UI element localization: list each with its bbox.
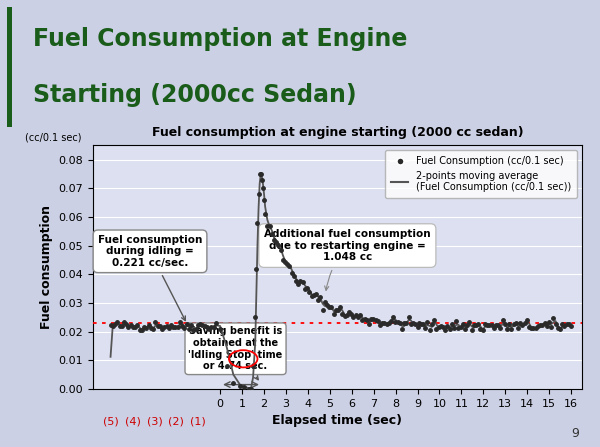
Text: (1): (1) (190, 417, 206, 426)
FancyBboxPatch shape (7, 7, 12, 127)
Text: (3): (3) (146, 417, 162, 426)
Text: (4): (4) (125, 417, 140, 426)
Text: Saving benefit is
obtained at the
'Idling Stop' time
or 4.74 sec.: Saving benefit is obtained at the 'Idlin… (188, 326, 283, 380)
Text: Fuel Consumption at Engine: Fuel Consumption at Engine (33, 27, 407, 51)
X-axis label: Elapsed time (sec): Elapsed time (sec) (272, 414, 403, 427)
Text: 9: 9 (571, 427, 579, 440)
Text: (5): (5) (103, 417, 118, 426)
Text: Starting (2000cc Sedan): Starting (2000cc Sedan) (33, 83, 356, 107)
Text: (2): (2) (169, 417, 184, 426)
Text: Additional fuel consumption
due to restarting engine =
1.048 cc: Additional fuel consumption due to resta… (264, 229, 431, 291)
Text: Fuel consumption
during idling =
0.221 cc/sec.: Fuel consumption during idling = 0.221 c… (98, 235, 202, 320)
Y-axis label: Fuel consumption: Fuel consumption (40, 205, 53, 329)
Text: (cc/0.1 sec): (cc/0.1 sec) (25, 133, 81, 143)
Title: Fuel consumption at engine starting (2000 cc sedan): Fuel consumption at engine starting (200… (152, 126, 523, 139)
Legend: Fuel Consumption (cc/0.1 sec), 2-points moving average
(Fuel Consumption (cc/0.1: Fuel Consumption (cc/0.1 sec), 2-points … (385, 150, 577, 198)
